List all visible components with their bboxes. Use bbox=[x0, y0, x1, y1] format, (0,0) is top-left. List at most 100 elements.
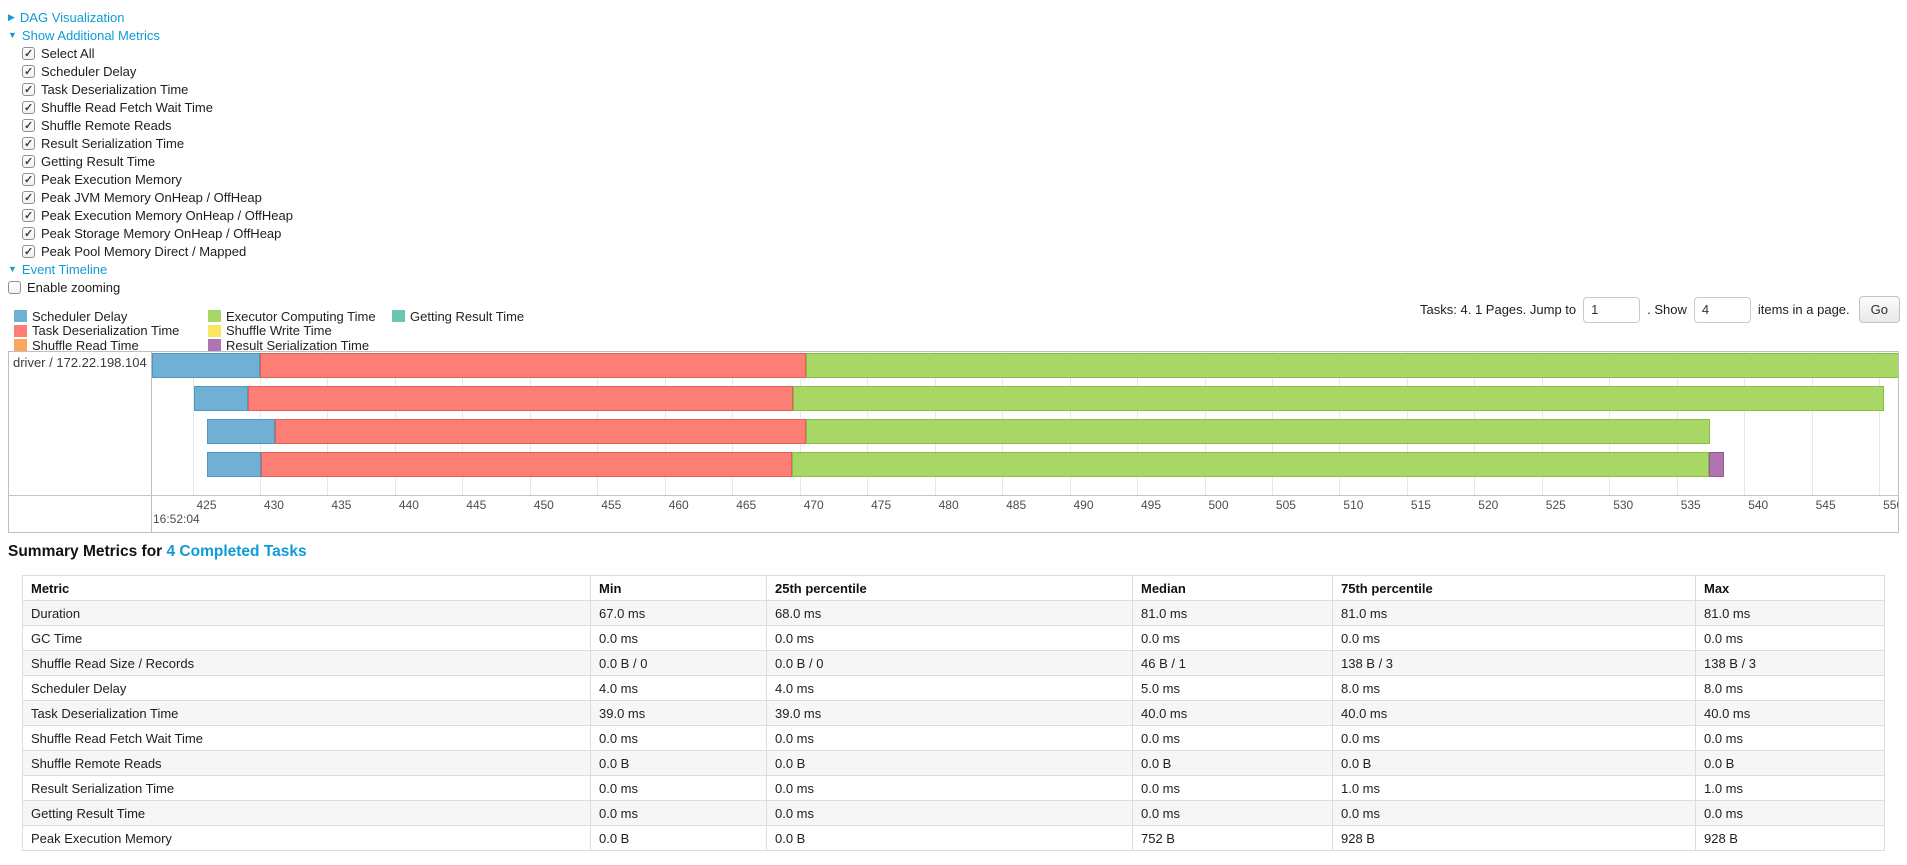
metric-name-cell: Task Deserialization Time bbox=[22, 700, 591, 726]
timeline-tick-label: 475 bbox=[871, 498, 892, 512]
dag-visualization-toggle[interactable]: ▶ DAG Visualization bbox=[8, 8, 293, 26]
metric-value-cell: 928 B bbox=[1332, 825, 1696, 851]
metric-checkbox-scheduler-delay[interactable] bbox=[22, 64, 35, 78]
metric-checkbox-peak-pool-memory-direct-mapped[interactable] bbox=[22, 244, 35, 258]
metric-value-cell: 81.0 ms bbox=[1695, 600, 1885, 626]
metric-value-cell: 1.0 ms bbox=[1695, 775, 1885, 801]
table-header-cell: Metric bbox=[22, 575, 591, 601]
metric-name-cell: Scheduler Delay bbox=[22, 675, 591, 701]
table-row: Shuffle Read Fetch Wait Time 0.0 ms 0.0 ms… bbox=[22, 725, 1885, 751]
show-additional-metrics-toggle[interactable]: ▼ Show Additional Metrics bbox=[8, 26, 293, 44]
legend-label: Result Serialization Time bbox=[226, 337, 370, 353]
event-timeline-toggle[interactable]: ▼ Event Timeline bbox=[8, 260, 293, 278]
task-bar-segment-computing bbox=[791, 452, 1710, 477]
jump-to-page-input[interactable] bbox=[1583, 296, 1641, 323]
metric-checkbox-peak-execution-memory-onheap-offheap[interactable] bbox=[22, 208, 35, 222]
metric-value-cell: 4.0 ms bbox=[766, 675, 1133, 701]
metric-value-cell: 0.0 B bbox=[590, 750, 767, 776]
deserialization-swatch-icon bbox=[14, 324, 27, 337]
metric-value-cell: 0.0 B bbox=[766, 750, 1133, 776]
metric-value-cell: 67.0 ms bbox=[590, 600, 767, 626]
metric-value-cell: 1.0 ms bbox=[1332, 775, 1696, 801]
shuffle_write-swatch-icon bbox=[208, 324, 221, 337]
metric-value-cell: 8.0 ms bbox=[1695, 675, 1885, 701]
metric-checkbox-result-serialization-time[interactable] bbox=[22, 136, 35, 150]
metric-checkbox-peak-execution-memory[interactable] bbox=[22, 172, 35, 186]
timeline-tick-label: 425 bbox=[196, 498, 217, 512]
metric-value-cell: 752 B bbox=[1132, 825, 1333, 851]
items-per-page-input[interactable] bbox=[1693, 296, 1751, 323]
metric-value-cell: 0.0 ms bbox=[1695, 625, 1885, 651]
metric-name-cell: Result Serialization Time bbox=[22, 775, 591, 801]
task-bar-segment-deserialization bbox=[259, 353, 807, 378]
collapsed-arrow-icon: ▶ bbox=[8, 11, 15, 22]
getting_result-swatch-icon bbox=[392, 310, 405, 323]
metric-value-cell: 928 B bbox=[1695, 825, 1885, 851]
timeline-tick-label: 470 bbox=[803, 498, 824, 512]
timeline-legend: Scheduler Delay Task Deserialization Time… bbox=[14, 309, 524, 353]
legend-column: Getting Result Time bbox=[392, 309, 524, 353]
metric-checkbox-label: Peak Pool Memory Direct / Mapped bbox=[41, 243, 247, 259]
metric-checkbox-shuffle-remote-reads[interactable] bbox=[22, 118, 35, 132]
metric-value-cell: 0.0 ms bbox=[1132, 625, 1333, 651]
completed-tasks-link[interactable]: 4 Completed Tasks bbox=[166, 543, 307, 560]
metric-value-cell: 8.0 ms bbox=[1332, 675, 1696, 701]
legend-label: Executor Computing Time bbox=[226, 308, 376, 324]
table-row: Scheduler Delay 4.0 ms 4.0 ms 5.0 ms 8.0 ms 8… bbox=[22, 675, 1885, 701]
dag-visualization-link[interactable]: DAG Visualization bbox=[19, 9, 125, 25]
metric-checkbox-shuffle-read-fetch-wait-time[interactable] bbox=[22, 100, 35, 114]
table-row: GC Time 0.0 ms 0.0 ms 0.0 ms 0.0 ms 0.0 ms bbox=[22, 625, 1885, 651]
metric-value-cell: 0.0 ms bbox=[1132, 800, 1333, 826]
show-additional-metrics-link[interactable]: Show Additional Metrics bbox=[21, 27, 160, 43]
timeline-axis-time-label: 16:52:04 bbox=[153, 512, 200, 526]
timeline-tick-label: 490 bbox=[1073, 498, 1094, 512]
metric-checkbox-task-deserialization-time[interactable] bbox=[22, 82, 35, 96]
legend-label: Scheduler Delay bbox=[32, 308, 128, 324]
metric-checkbox-select-all[interactable] bbox=[22, 46, 35, 60]
timeline-tick-label: 505 bbox=[1275, 498, 1296, 512]
metric-checkbox-peak-jvm-memory-onheap-offheap[interactable] bbox=[22, 190, 35, 204]
legend-item: Task Deserialization Time bbox=[14, 323, 208, 339]
metric-value-cell: 39.0 ms bbox=[766, 700, 1133, 726]
expanded-arrow-icon: ▼ bbox=[8, 263, 17, 274]
timeline-tick-label: 550 bbox=[1883, 498, 1898, 512]
metric-value-cell: 138 B / 3 bbox=[1332, 650, 1696, 676]
metric-value-cell: 81.0 ms bbox=[1332, 600, 1696, 626]
enable-zooming-checkbox[interactable] bbox=[8, 280, 21, 294]
task-bar-segment-deserialization bbox=[247, 386, 793, 411]
timeline-tick-label: 435 bbox=[331, 498, 352, 512]
metric-value-cell: 40.0 ms bbox=[1332, 700, 1696, 726]
task-bar-segment-scheduler_delay bbox=[193, 386, 248, 411]
metric-value-cell: 0.0 ms bbox=[766, 625, 1133, 651]
legend-column: Executor Computing Time Shuffle Write Tim… bbox=[208, 309, 392, 353]
go-button[interactable]: Go bbox=[1858, 296, 1900, 323]
table-header-cell: Min bbox=[590, 575, 767, 601]
table-row: Result Serialization Time 0.0 ms 0.0 ms 0.0… bbox=[22, 775, 1885, 801]
table-header-cell: 75th percentile bbox=[1332, 575, 1696, 601]
metric-checkbox-getting-result-time[interactable] bbox=[22, 154, 35, 168]
metric-checkbox-peak-storage-memory-onheap-offheap[interactable] bbox=[22, 226, 35, 240]
metric-value-cell: 0.0 B / 0 bbox=[590, 650, 767, 676]
timeline-tick-label: 455 bbox=[601, 498, 622, 512]
metric-value-cell: 0.0 ms bbox=[590, 625, 767, 651]
timeline-tick-label: 520 bbox=[1478, 498, 1499, 512]
metric-value-cell: 0.0 ms bbox=[1695, 725, 1885, 751]
metric-name-cell: Duration bbox=[22, 600, 591, 626]
metric-value-cell: 46 B / 1 bbox=[1132, 650, 1333, 676]
timeline-axis-line bbox=[9, 495, 1898, 496]
table-row: Peak Execution Memory 0.0 B 0.0 B 752 B 928 … bbox=[22, 825, 1885, 851]
legend-column: Scheduler Delay Task Deserialization Time… bbox=[14, 309, 208, 353]
task-bar-segment-result_serialization bbox=[1709, 452, 1724, 477]
metric-value-cell: 68.0 ms bbox=[766, 600, 1133, 626]
timeline-tick-label: 500 bbox=[1208, 498, 1229, 512]
timeline-gridline bbox=[192, 352, 194, 495]
legend-label: Task Deserialization Time bbox=[32, 323, 180, 339]
task-bar-segment-computing bbox=[806, 419, 1711, 444]
timeline-axis-ticks: 425 430 435 440 445 450 455 460 465 470 475 480 485 4… bbox=[152, 498, 1899, 512]
legend-item: Scheduler Delay bbox=[14, 309, 208, 324]
event-timeline-link[interactable]: Event Timeline bbox=[21, 261, 108, 277]
task-bar-segment-deserialization bbox=[274, 419, 807, 444]
legend-item: Shuffle Write Time bbox=[208, 323, 392, 338]
table-row: Shuffle Read Size / Records 0.0 B / 0 0.0 … bbox=[22, 650, 1885, 676]
table-row: Task Deserialization Time 39.0 ms 39.0 ms 4… bbox=[22, 700, 1885, 726]
